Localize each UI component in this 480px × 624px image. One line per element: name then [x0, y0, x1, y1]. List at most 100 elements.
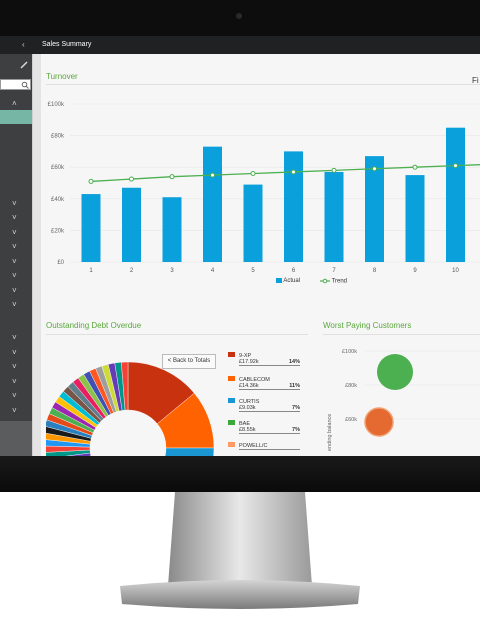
sidebar-expand-icon[interactable]: ˅ — [12, 199, 17, 208]
y-tick-label: £20k — [51, 228, 65, 234]
back-to-totals-button[interactable]: < Back to Totals — [162, 354, 216, 369]
y-tick-label: £100k — [48, 102, 65, 108]
legend-actual-label: Actual — [283, 278, 301, 285]
worst-scatter-chart: £100k £80k £60k ending balance — [327, 349, 480, 451]
x-tick-label: 1 — [89, 268, 93, 274]
debt-donut-chart — [46, 361, 215, 456]
sidebar-expand-icon[interactable]: ˅ — [12, 348, 17, 357]
trend-point — [88, 178, 94, 184]
x-tick-label: 8 — [373, 268, 377, 274]
customer-percent: 7% — [292, 405, 300, 411]
search-icon — [21, 81, 29, 89]
x-tick-label: 7 — [332, 268, 336, 274]
legend-actual[interactable]: Actual — [276, 278, 300, 284]
x-tick-label: 2 — [130, 268, 134, 274]
turnover-bar — [162, 197, 182, 262]
sidebar-item-selected[interactable] — [0, 110, 32, 124]
trend-point — [291, 169, 296, 175]
sidebar-expand-icon[interactable]: ˅ — [12, 228, 17, 237]
x-tick-label: 10 — [452, 268, 459, 274]
worst-title: Worst Paying Customers — [323, 321, 412, 330]
y-tick-label: £60k — [51, 165, 65, 171]
trend-point — [412, 164, 418, 170]
title-bar: ‹ Sales Summary — [0, 36, 480, 54]
customer-amount: £8.55k — [239, 427, 256, 433]
turnover-bar — [324, 171, 344, 262]
turnover-bar — [365, 156, 384, 262]
x-tick-label: 6 — [292, 268, 296, 274]
debt-legend-row[interactable]: POWELL/C — [228, 442, 300, 450]
customer-percent: 11% — [289, 383, 300, 389]
debt-legend-row[interactable]: 9-XP £17.92k 14% — [228, 352, 300, 366]
customer-percent: 14% — [288, 359, 300, 365]
customer-amount: £9.03k — [239, 405, 256, 411]
y-tick-label: £100k — [342, 349, 357, 355]
app-screen: ˄ ˅˅˅˅˅˅˅˅˅˅˅˅˅˅˅˅ ‹ Sales Summary Turno… — [0, 36, 480, 456]
sidebar-expand-icon[interactable]: ˅ — [12, 362, 17, 371]
pencil-icon[interactable] — [20, 61, 28, 69]
turnover-bar — [203, 146, 222, 262]
y-axis-label: ending balance — [327, 414, 333, 451]
sidebar-search-input[interactable] — [0, 79, 31, 90]
trend-point — [169, 174, 175, 180]
debt-legend-row[interactable]: CURTIS £9.03k 7% — [228, 398, 300, 412]
customer-bubble — [364, 407, 394, 437]
turnover-bar — [243, 184, 263, 262]
customer-name: BAE — [239, 421, 251, 427]
worst-divider — [323, 334, 480, 335]
legend-trend[interactable]: Trend — [320, 278, 347, 285]
sidebar-expand-icon[interactable]: ˅ — [12, 300, 17, 309]
sidebar-footer — [0, 421, 32, 456]
x-tick-label: 3 — [170, 268, 174, 274]
camera-icon — [236, 13, 242, 19]
sidebar-expand-icon[interactable]: ˅ — [12, 242, 17, 251]
back-icon[interactable]: ‹ — [22, 40, 25, 49]
turnover-chart: £0 £20k £40k £60k £80k £100k 1 2 3 4 5 6 7 8 9 10 — [48, 102, 480, 274]
sidebar-expand-icon[interactable]: ˅ — [12, 391, 17, 400]
turnover-bar — [122, 187, 141, 262]
debt-divider — [46, 334, 308, 335]
x-tick-label: 9 — [413, 268, 417, 274]
y-tick-label: £0 — [57, 260, 64, 266]
customer-name: 9-XP — [239, 353, 252, 359]
debt-legend-row[interactable]: BAE £8.55k 7% — [228, 420, 300, 434]
x-tick-label: 5 — [251, 268, 255, 274]
debt-slice — [164, 447, 215, 456]
legend-actual-swatch — [276, 278, 282, 283]
sidebar-expand-icon[interactable]: ˅ — [12, 257, 17, 266]
sidebar-expand-icon[interactable]: ˅ — [12, 271, 17, 280]
trend-point — [453, 163, 458, 169]
sidebar: ˄ ˅˅˅˅˅˅˅˅˅˅˅˅˅˅˅˅ — [0, 36, 32, 456]
sidebar-expand-icon[interactable]: ˅ — [12, 213, 17, 222]
sidebar-collapse-icon[interactable]: ˄ — [12, 99, 17, 108]
legend-trend-swatch — [320, 278, 330, 284]
legend-swatch — [228, 442, 235, 447]
sidebar-expand-icon[interactable]: ˅ — [12, 333, 17, 342]
customer-name: CABLECOM — [239, 377, 270, 383]
turnover-title: Turnover — [46, 72, 78, 81]
trend-point — [129, 176, 134, 182]
turnover-bar — [446, 127, 465, 262]
trend-point — [331, 167, 337, 173]
sidebar-expand-icon[interactable]: ˅ — [12, 406, 17, 415]
turnover-bar — [81, 194, 101, 262]
sidebar-splitter[interactable] — [32, 54, 41, 456]
legend-swatch — [228, 376, 235, 381]
debt-legend-row[interactable]: CABLECOM £14.36k 11% — [228, 376, 300, 390]
legend-trend-label: Trend — [331, 278, 348, 285]
sidebar-expand-icon[interactable]: ˅ — [12, 377, 17, 386]
filter-label: Fi — [472, 76, 479, 85]
legend-swatch — [228, 398, 235, 403]
page-title: Sales Summary — [42, 41, 92, 48]
legend-swatch — [228, 420, 235, 425]
customer-name: POWELL/C — [239, 443, 268, 449]
customer-percent: 7% — [292, 427, 300, 433]
trend-point — [372, 166, 377, 172]
turnover-bar — [284, 151, 303, 262]
customer-name: CURTIS — [239, 399, 260, 405]
legend-swatch — [228, 352, 235, 357]
sidebar-expand-icon[interactable]: ˅ — [12, 286, 17, 295]
trend-point — [250, 171, 256, 177]
customer-bubble — [377, 354, 413, 390]
monitor-stand — [0, 456, 480, 609]
